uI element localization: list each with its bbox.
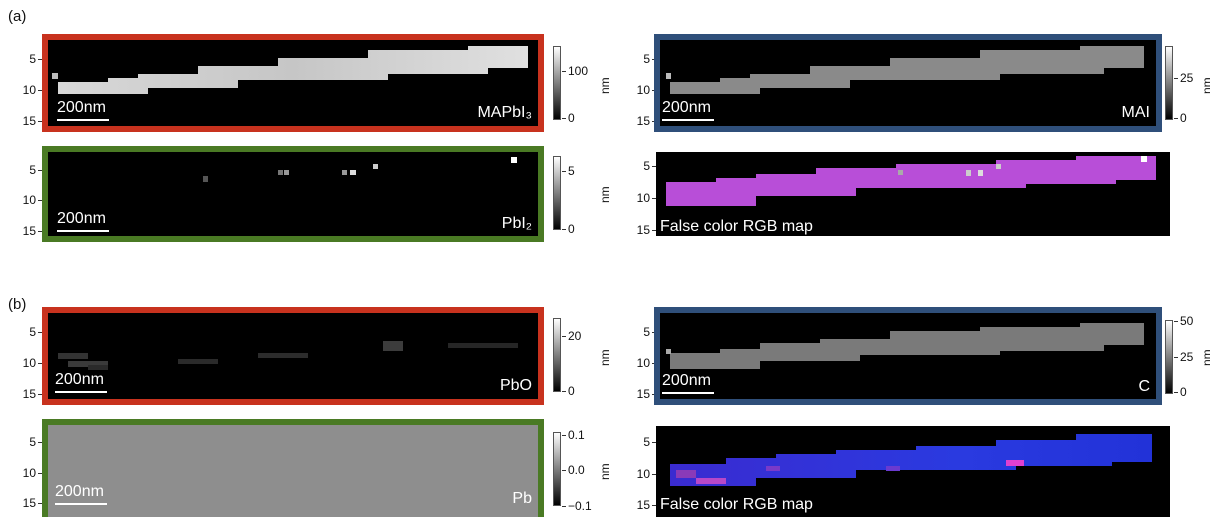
colorbar-tick: 0: [1174, 385, 1187, 399]
y-tick: 5: [14, 325, 42, 339]
y-tick: 15: [628, 223, 656, 237]
y-tick: 10: [14, 356, 42, 370]
colorbar-tick: 5: [562, 164, 575, 178]
panel-name: C: [1138, 378, 1150, 395]
y-tick: 15: [14, 496, 42, 510]
y-tick: 5: [628, 52, 656, 66]
colorbar-tick: 25: [1173, 71, 1194, 85]
colorbar: [553, 156, 561, 230]
image-map: [656, 152, 1170, 236]
y-tick: 10: [14, 83, 42, 97]
colorbar: [553, 432, 561, 506]
image-map: [48, 425, 538, 517]
colorbar-tick: 25: [1173, 350, 1194, 364]
colorbar: [1165, 320, 1173, 394]
rgb-map-label: False color RGB map: [660, 218, 813, 235]
y-tick: 15: [14, 387, 42, 401]
staircase-strip-blue: [670, 434, 1152, 486]
y-tick: 10: [14, 466, 42, 480]
y-tick: 5: [14, 52, 42, 66]
staircase-strip: [52, 46, 528, 94]
y-tick: 10: [628, 83, 656, 97]
panel-name: Pb: [512, 490, 532, 507]
y-tick: 15: [628, 498, 656, 512]
scale-bar-line: [55, 503, 107, 505]
y-tick: 5: [628, 159, 656, 173]
scale-bar-line: [57, 230, 109, 232]
sparse-dots: [203, 157, 517, 182]
y-tick: 10: [628, 467, 656, 481]
y-tick: 15: [628, 114, 656, 128]
y-tick: 10: [628, 191, 656, 205]
colorbar-tick: 0: [562, 111, 575, 125]
y-tick: 10: [14, 193, 42, 207]
scale-bar-label: 200nm: [57, 210, 106, 227]
y-tick: 5: [628, 435, 656, 449]
colorbar-tick: 0: [562, 222, 575, 236]
faint-strip: [58, 341, 518, 370]
image-map: [656, 426, 1170, 517]
colorbar-unit: nm: [598, 77, 612, 94]
panel-name: PbO: [499, 377, 532, 394]
colorbar: [553, 318, 561, 392]
staircase-strip: [666, 46, 1144, 94]
scale-bar-line: [662, 392, 714, 394]
colorbar-tick: −0.1: [562, 499, 592, 513]
colorbar-unit: nm: [1200, 349, 1210, 366]
section-b-label: (b): [8, 296, 27, 313]
scale-bar-line: [662, 119, 714, 121]
scale-bar-label: 200nm: [55, 371, 104, 388]
colorbar: [1165, 46, 1173, 120]
section-a-label: (a): [8, 8, 27, 25]
colorbar-unit: nm: [1200, 77, 1210, 94]
y-tick: 15: [14, 224, 42, 238]
image-map: [48, 40, 538, 126]
panel-name: MAPbI₃: [477, 104, 532, 121]
scale-bar-label: 200nm: [662, 99, 711, 116]
colorbar-tick: 20: [561, 329, 582, 343]
staircase-strip-magenta: [666, 156, 1156, 206]
colorbar-tick: 0.1: [562, 428, 585, 442]
y-tick: 15: [628, 387, 656, 401]
colorbar-tick: 100: [561, 64, 589, 78]
image-map: [660, 40, 1156, 126]
panel-name: PbI₂: [501, 215, 532, 232]
y-tick: 5: [628, 325, 656, 339]
panel-name: MAI: [1121, 104, 1150, 121]
colorbar-tick: 0.0: [562, 463, 585, 477]
scale-bar-label: 200nm: [55, 483, 104, 500]
scale-bar-line: [55, 391, 107, 393]
scale-bar-label: 200nm: [662, 372, 711, 389]
colorbar-unit: nm: [598, 463, 612, 480]
image-map: [660, 313, 1156, 399]
colorbar-tick: 0: [562, 384, 575, 398]
scale-bar-label: 200nm: [57, 99, 106, 116]
colorbar-unit: nm: [598, 186, 612, 203]
rgb-map-label: False color RGB map: [660, 496, 813, 513]
image-map: [48, 313, 538, 399]
y-tick: 5: [14, 435, 42, 449]
colorbar-unit: nm: [598, 349, 612, 366]
scale-bar-line: [57, 119, 109, 121]
y-tick: 5: [14, 163, 42, 177]
colorbar-tick: 0: [1174, 111, 1187, 125]
colorbar-tick: 50: [1173, 314, 1194, 328]
y-tick: 15: [14, 114, 42, 128]
staircase-strip: [666, 323, 1144, 369]
y-tick: 10: [628, 356, 656, 370]
colorbar: [553, 46, 561, 120]
image-map: [48, 152, 538, 236]
